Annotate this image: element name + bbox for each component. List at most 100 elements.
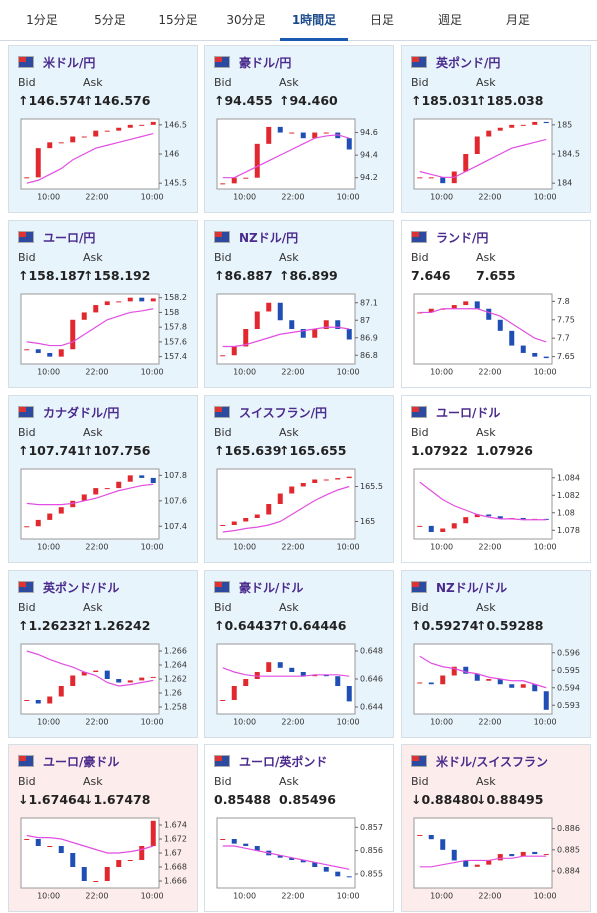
pair-name[interactable]: NZドル/円 [239, 231, 299, 245]
pair-name[interactable]: NZドル/ドル [436, 581, 508, 595]
x-tick-label: 22:00 [478, 193, 501, 202]
flag-icon [18, 406, 34, 418]
x-tick-label: 22:00 [85, 193, 108, 202]
pair-name[interactable]: ユーロ/円 [43, 231, 96, 245]
candle [231, 839, 237, 844]
y-tick-label: 1.084 [557, 473, 580, 482]
x-tick-label: 10:00 [430, 718, 453, 727]
pair-name[interactable]: ユーロ/ドル [436, 406, 501, 420]
candle [231, 177, 237, 184]
pair-name[interactable]: 米ドル/円 [43, 56, 96, 70]
pair-name[interactable]: 豪ドル/ドル [239, 581, 304, 595]
candle [93, 305, 99, 313]
rate-card[interactable]: ユーロ/円 Bid Ask ↑158.187 ↑158.192 158.2 158 157.8… [8, 220, 198, 388]
pair-name[interactable]: 豪ドル/円 [239, 56, 292, 70]
y-tick-label: 184 [557, 179, 572, 188]
rate-card[interactable]: NZドル/円 Bid Ask ↑86.887 ↑86.899 87.1 87 86.9 86.8… [204, 220, 394, 388]
chart-frame [413, 118, 553, 190]
y-tick-label: 158.2 [164, 293, 187, 302]
pair-name[interactable]: ランド/円 [436, 231, 489, 245]
rate-card[interactable]: 豪ドル/円 Bid Ask ↑94.455 ↑94.460 94.6 94.4 94.2 10:… [204, 45, 394, 213]
pair-name[interactable]: 英ポンド/ドル [43, 581, 120, 595]
chart-frame [413, 468, 553, 540]
candle [323, 320, 329, 329]
candle [428, 682, 434, 685]
candle [300, 132, 306, 139]
pair-name[interactable]: ユーロ/英ポンド [239, 755, 328, 769]
ask-value: ↑146.576 [83, 93, 151, 108]
candle [289, 667, 295, 672]
ask-label: Ask [83, 251, 103, 264]
x-tick-label: 22:00 [478, 892, 501, 901]
candle [47, 846, 53, 847]
rate-card[interactable]: カナダドル/円 Bid Ask ↑107.741 ↑107.756 107.8 107.6 1… [8, 395, 198, 563]
tab[interactable]: 月足 [505, 13, 530, 27]
flag-icon [411, 581, 427, 593]
candle [323, 132, 329, 134]
candle [127, 124, 133, 128]
candle [428, 308, 434, 313]
candle [139, 475, 145, 478]
bid-label: Bid [411, 426, 429, 439]
pair-name[interactable]: カナダドル/円 [43, 406, 120, 420]
flag-icon [18, 581, 34, 593]
ask-value: ↓0.88495 [476, 792, 544, 807]
x-tick-label: 10:00 [37, 193, 60, 202]
pair-name[interactable]: ユーロ/豪ドル [43, 755, 120, 769]
bid-label: Bid [18, 601, 36, 614]
ask-label: Ask [279, 426, 299, 439]
y-tick-label: 0.593 [557, 701, 580, 710]
rate-card[interactable]: 米ドル/スイスフラン Bid Ask ↓0.88480 ↓0.88495 0.886 0.8… [401, 744, 591, 912]
y-tick-label: 0.596 [557, 648, 580, 657]
rate-card[interactable]: スイスフラン/円 Bid Ask ↑165.639 ↑165.655 165.5 165 10… [204, 395, 394, 563]
chart-frame [216, 118, 356, 190]
moving-average [222, 667, 350, 677]
x-tick-label: 10:00 [141, 543, 164, 552]
tab[interactable]: 15分足 [158, 13, 198, 27]
x-tick-label: 10:00 [37, 368, 60, 377]
tab[interactable]: 日足 [369, 13, 394, 27]
candle [243, 177, 249, 179]
rate-card[interactable]: ユーロ/ドル Bid Ask 1.07922 1.07926 1.084 1.082 1.08… [401, 395, 591, 563]
pair-name[interactable]: スイスフラン/円 [239, 406, 328, 420]
flag-part [412, 57, 419, 62]
x-tick-label: 22:00 [85, 892, 108, 901]
tab[interactable]: 30分足 [226, 13, 266, 27]
x-tick-label: 22:00 [281, 892, 304, 901]
rate-card[interactable]: 英ポンド/ドル Bid Ask ↑1.26232 ↑1.26242 1.266 1.264 1… [8, 570, 198, 738]
candle [335, 478, 341, 480]
candle [300, 483, 306, 487]
rate-card[interactable]: 英ポンド/円 Bid Ask ↑185.031 ↑185.038 185 184.5 184 1… [401, 45, 591, 213]
pair-name[interactable]: 米ドル/スイスフラン [436, 755, 549, 769]
tab[interactable]: 1分足 [26, 13, 58, 27]
bid-value: ↑86.887 [214, 268, 273, 283]
rate-card[interactable]: ユーロ/英ポンド Bid Ask 0.85488 0.85496 0.857 0.856 0.… [204, 744, 394, 912]
x-tick-label: 10:00 [337, 718, 360, 727]
flag-icon [411, 231, 427, 243]
x-tick-label: 10:00 [233, 892, 256, 901]
candle [70, 136, 76, 143]
candle [104, 301, 110, 306]
ask-label: Ask [476, 251, 496, 264]
rate-card[interactable]: NZドル/ドル Bid Ask ↑0.59274 ↑0.59288 0.596 0.595 0… [401, 570, 591, 738]
x-tick-label: 10:00 [233, 543, 256, 552]
candle [254, 143, 260, 178]
candle [346, 138, 352, 150]
rate-card[interactable]: ユーロ/豪ドル Bid Ask ↓1.67464 ↓1.67478 1.674 1.672 1… [8, 744, 198, 912]
bid-label: Bid [214, 426, 232, 439]
rate-card[interactable]: 米ドル/円 Bid Ask ↑146.574 ↑146.576 146.5 146 145.5… [8, 45, 198, 213]
tab-bar: 1分足 5分足 15分足 30分足 1時間足 日足 週足 月足 [0, 0, 597, 41]
candle [47, 513, 53, 520]
pair-name[interactable]: 英ポンド/円 [436, 56, 501, 70]
rate-card[interactable]: ランド/円 Bid Ask 7.646 7.655 7.8 7.75 7.7 7.65 10:00… [401, 220, 591, 388]
tab[interactable]: 週足 [437, 13, 462, 27]
ask-value: ↑94.460 [279, 93, 338, 108]
tab[interactable]: 5分足 [94, 13, 126, 27]
candle [497, 127, 503, 131]
tab[interactable]: 1時間足 [280, 0, 348, 41]
y-tick-label: 0.885 [557, 845, 580, 854]
rate-card[interactable]: 豪ドル/ドル Bid Ask ↑0.64437 ↑0.64446 0.648 0.646 0.… [204, 570, 394, 738]
candle [266, 662, 272, 672]
